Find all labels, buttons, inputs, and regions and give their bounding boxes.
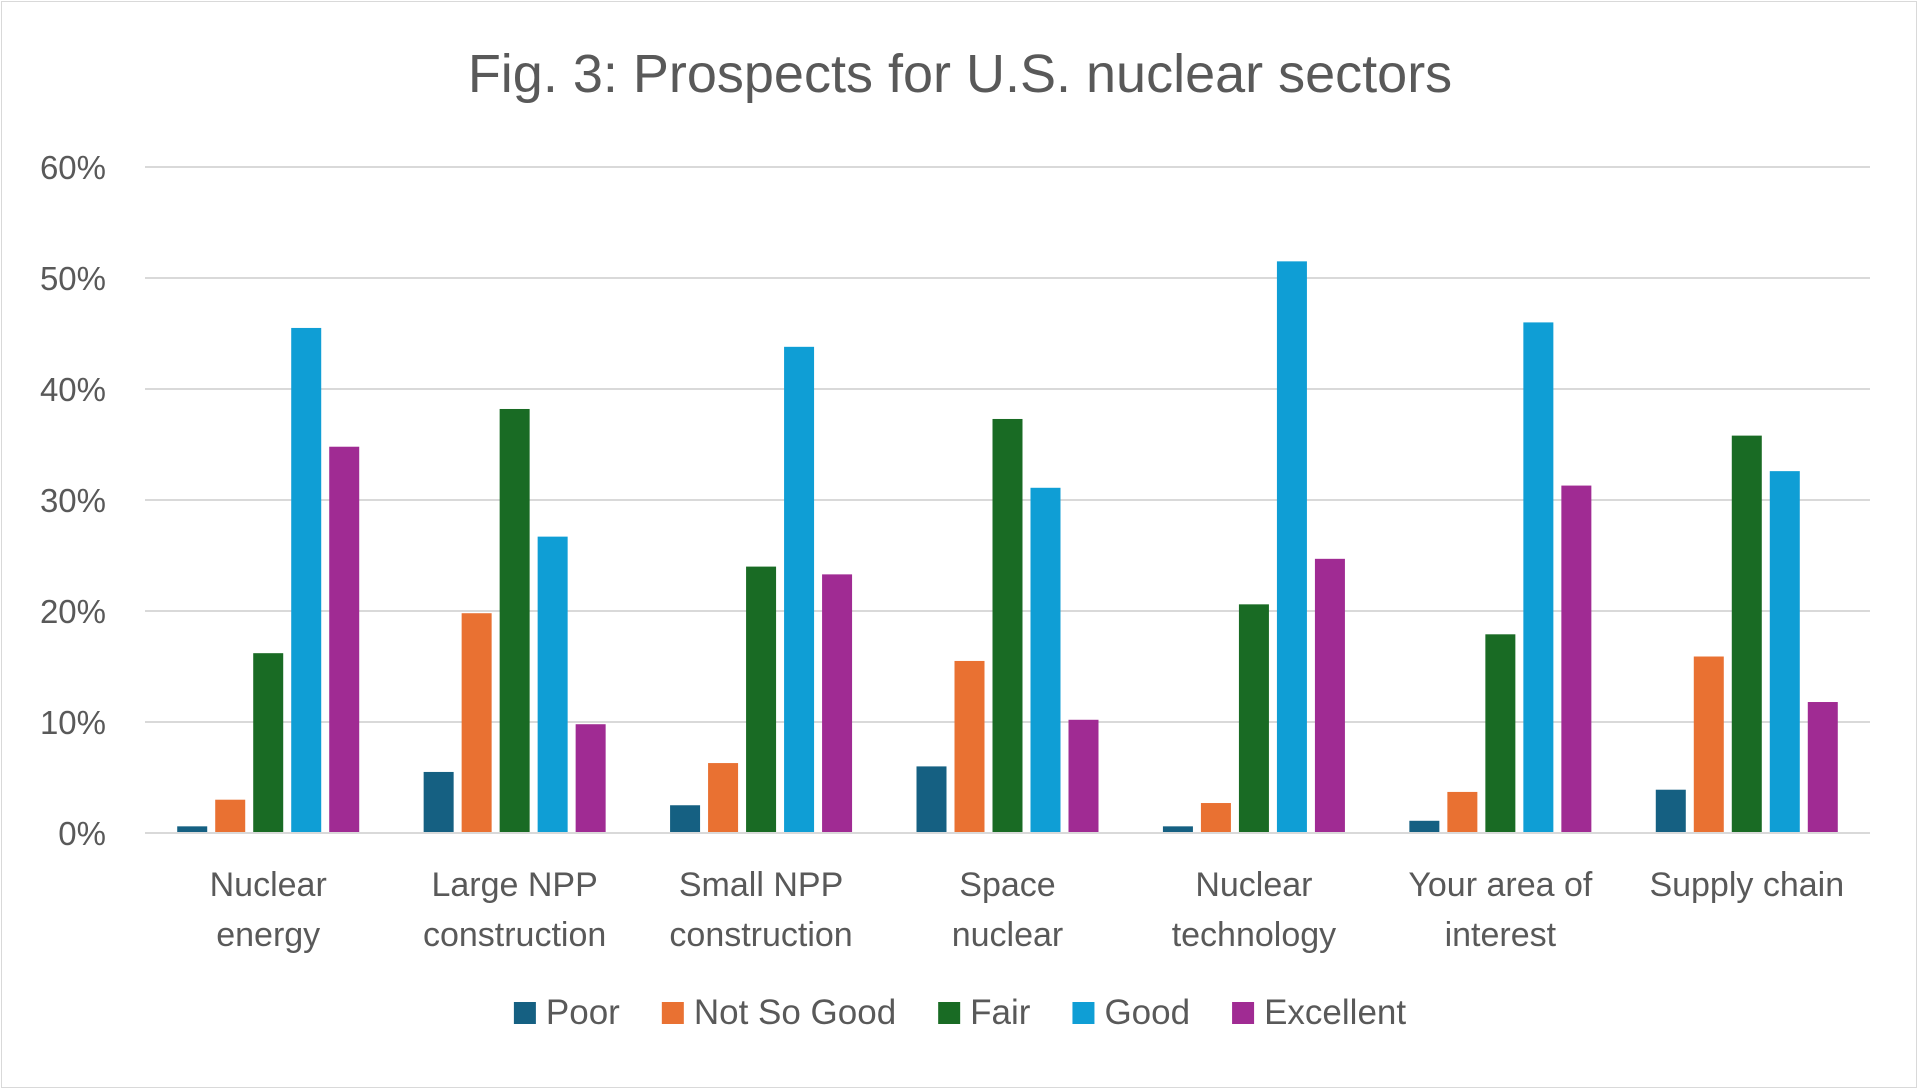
y-axis-ticks: 0% 10% 20% 30% 40% 50% 60% xyxy=(40,149,106,852)
bar-good xyxy=(537,536,568,833)
bar-fair xyxy=(253,653,284,833)
category-label: Space xyxy=(959,866,1055,904)
bar-poor xyxy=(1162,826,1193,833)
bar-poor xyxy=(916,766,947,833)
legend-label: Fair xyxy=(970,993,1031,1032)
y-tick-label: 50% xyxy=(40,260,106,297)
bar-excellent xyxy=(329,446,360,833)
legend-swatch xyxy=(661,1002,684,1024)
bar-good xyxy=(1523,322,1554,833)
bar-not-so-good xyxy=(461,613,492,833)
bar-excellent xyxy=(822,574,853,833)
bar-fair xyxy=(1485,634,1516,833)
legend-swatch xyxy=(938,1002,961,1024)
category-label: interest xyxy=(1445,916,1557,954)
bar-excellent xyxy=(1807,702,1838,833)
category-label: Your area of xyxy=(1408,866,1593,904)
bar-poor xyxy=(670,805,701,833)
legend-label: Poor xyxy=(546,993,620,1032)
bar-good xyxy=(784,346,815,833)
bar-poor xyxy=(423,771,454,833)
bars xyxy=(177,261,1838,834)
bar-fair xyxy=(499,408,530,833)
bar-fair xyxy=(746,566,777,833)
bar-poor xyxy=(1655,789,1686,833)
y-tick-label: 10% xyxy=(40,704,106,741)
category-label: Nuclear xyxy=(210,866,327,904)
legend-swatch xyxy=(1232,1002,1255,1024)
bar-poor xyxy=(1409,820,1440,833)
y-tick-label: 60% xyxy=(40,149,106,186)
bar-good xyxy=(291,327,322,833)
category-label: construction xyxy=(423,916,606,954)
bar-not-so-good xyxy=(215,799,246,833)
legend-label: Good xyxy=(1104,993,1190,1032)
chart-title: Fig. 3: Prospects for U.S. nuclear secto… xyxy=(468,44,1452,104)
bar-good xyxy=(1030,487,1061,833)
legend: Poor Not So Good Fair Good Excellent xyxy=(513,993,1406,1032)
y-tick-label: 0% xyxy=(58,815,106,852)
bar-fair xyxy=(992,418,1023,833)
category-label: energy xyxy=(216,916,320,954)
legend-label: Not So Good xyxy=(694,993,896,1032)
y-tick-label: 40% xyxy=(40,371,106,408)
category-label: construction xyxy=(669,916,852,954)
bar-excellent xyxy=(1314,558,1345,833)
bar-good xyxy=(1276,261,1307,834)
bar-fair xyxy=(1238,604,1269,833)
y-tick-label: 30% xyxy=(40,482,106,519)
y-tick-label: 20% xyxy=(40,593,106,630)
category-labels: Nuclear energy Large NPP construction Small … xyxy=(210,866,1845,954)
bar-not-so-good xyxy=(1200,803,1231,833)
bar-not-so-good xyxy=(954,660,985,833)
category-label: Nuclear xyxy=(1195,866,1312,904)
bar-not-so-good xyxy=(1447,791,1478,833)
bar-not-so-good xyxy=(1693,656,1724,833)
category-label: technology xyxy=(1172,916,1336,954)
bar-not-so-good xyxy=(708,763,739,833)
bar-fair xyxy=(1731,435,1762,833)
bar-poor xyxy=(177,826,208,833)
bar-excellent xyxy=(1068,719,1099,833)
legend-label: Excellent xyxy=(1264,993,1406,1032)
bar-excellent xyxy=(1561,485,1592,833)
category-label: nuclear xyxy=(952,916,1064,954)
legend-swatch xyxy=(513,1002,536,1024)
category-label: Large NPP xyxy=(431,866,597,904)
legend-swatch xyxy=(1072,1002,1095,1024)
bar-good xyxy=(1769,471,1800,833)
category-label: Supply chain xyxy=(1649,866,1844,904)
category-label: Small NPP xyxy=(679,866,843,904)
bar-excellent xyxy=(575,724,606,833)
